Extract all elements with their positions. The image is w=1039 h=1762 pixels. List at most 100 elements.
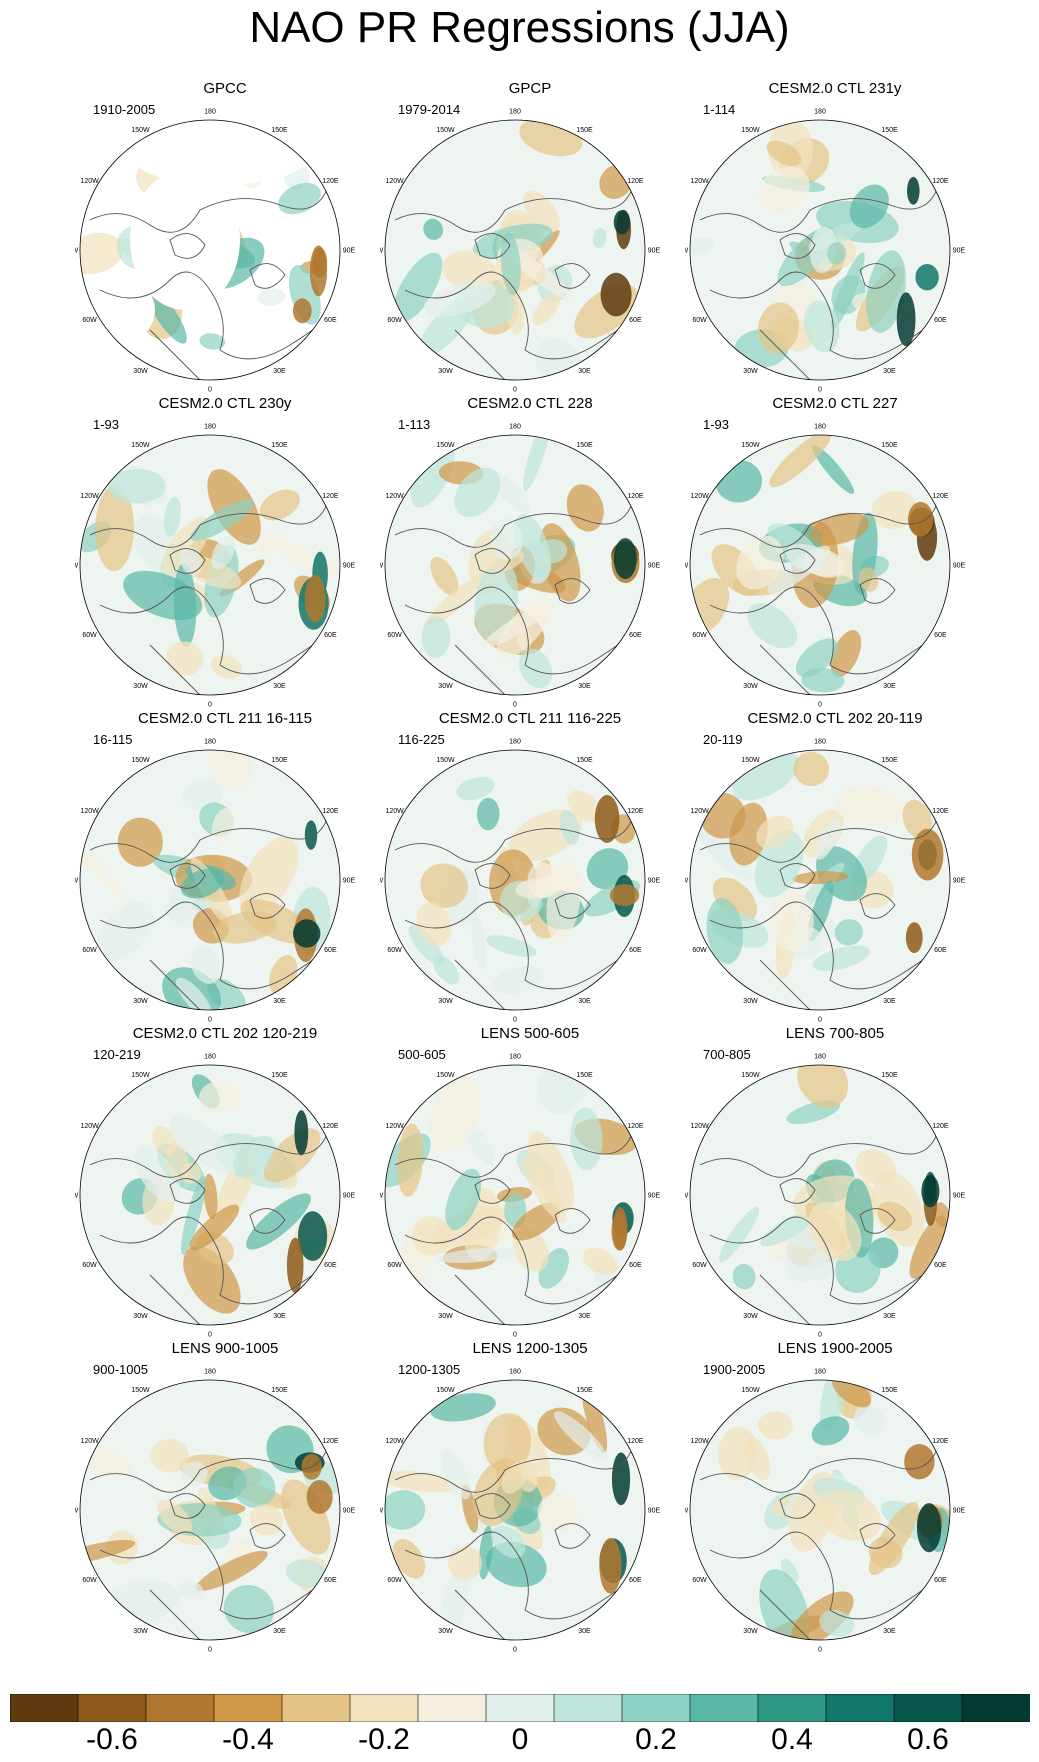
polar-map: 180 150E 120E 90E 60E 30E 0 30W 60W 90W 120W 150W <box>685 1369 966 1654</box>
longitude-label: 150E <box>881 1387 898 1394</box>
longitude-label: 60W <box>692 317 707 324</box>
longitude-label: 150E <box>576 1072 593 1079</box>
longitude-label: 90W <box>380 1508 384 1515</box>
polar-map: 180 150E 120E 90E 60E 30E 0 30W 60W 90W 120W 150W <box>685 1054 966 1339</box>
longitude-label: 90E <box>648 1193 661 1200</box>
map-panel: GPCP 1979-2014 180 150E 120E 90E 60E 30E 0 30W 60W… <box>380 80 680 400</box>
panel-title: CESM2.0 CTL 202 20-119 <box>747 710 923 727</box>
polar-map: 180 150E 120E 90E 60E 30E 0 30W 60W 90W 120W 150W <box>380 739 661 1024</box>
longitude-label: 90E <box>953 563 966 570</box>
longitude-label: 30E <box>273 1313 286 1320</box>
longitude-label: 150E <box>881 442 898 449</box>
longitude-label: 90W <box>685 248 689 255</box>
longitude-label: 0 <box>208 1647 212 1654</box>
colorbar-tick-label: 0.2 <box>635 1723 677 1756</box>
longitude-label: 180 <box>204 1054 216 1061</box>
longitude-label: 150E <box>881 127 898 134</box>
longitude-label: 0 <box>208 1017 212 1024</box>
longitude-label: 30W <box>133 368 148 375</box>
colorbar-swatch <box>213 1694 283 1722</box>
longitude-label: 120E <box>322 1438 339 1445</box>
map-panel: CESM2.0 CTL 231y 1-114 180 150E 120E 90E 60E 30… <box>685 80 985 400</box>
polar-map: 180 150E 120E 90E 60E 30E 0 30W 60W 90W 120W 150W <box>380 1369 661 1654</box>
longitude-label: 0 <box>513 387 517 394</box>
longitude-label: 60W <box>692 947 707 954</box>
longitude-label: 150W <box>436 1072 455 1079</box>
longitude-label: 30E <box>883 683 896 690</box>
longitude-label: 90W <box>75 248 79 255</box>
colorbar-swatch <box>961 1694 1030 1722</box>
longitude-label: 90E <box>648 878 661 885</box>
panel-period: 1-113 <box>398 417 431 432</box>
longitude-label: 30W <box>438 683 453 690</box>
longitude-label: 120E <box>932 1438 949 1445</box>
longitude-label: 60W <box>82 317 97 324</box>
panel-period: 1910-2005 <box>93 102 156 117</box>
colorbar-tick-label: -0.4 <box>222 1723 274 1756</box>
longitude-label: 120E <box>627 808 644 815</box>
longitude-label: 150E <box>271 1387 288 1394</box>
longitude-label: 120E <box>322 493 339 500</box>
panel-period: 20-119 <box>703 732 743 747</box>
map-panel: CESM2.0 CTL 211 16-115 16-115 180 150E 120E 9… <box>75 710 375 1030</box>
panel-period: 1900-2005 <box>703 1362 766 1377</box>
colorbar-swatch <box>281 1694 351 1722</box>
longitude-label: 30E <box>578 683 591 690</box>
panel-period: 500-605 <box>398 1047 446 1062</box>
longitude-label: 150E <box>576 127 593 134</box>
longitude-label: 90E <box>343 563 356 570</box>
longitude-label: 180 <box>204 1369 216 1376</box>
longitude-label: 180 <box>509 739 521 746</box>
longitude-label: 150E <box>271 442 288 449</box>
longitude-label: 0 <box>818 1647 822 1654</box>
panel-title: LENS 500-605 <box>480 1025 580 1042</box>
longitude-label: 30E <box>273 368 286 375</box>
colorbar-swatch <box>893 1694 963 1722</box>
longitude-label: 60E <box>934 1262 947 1269</box>
longitude-label: 120W <box>385 1438 404 1445</box>
longitude-label: 30E <box>883 998 896 1005</box>
panel-title: GPCP <box>508 80 552 97</box>
longitude-label: 180 <box>509 1054 521 1061</box>
longitude-label: 180 <box>814 1054 826 1061</box>
longitude-label: 30W <box>743 998 758 1005</box>
map-panel: CESM2.0 CTL 211 116-225 116-225 180 150E 120… <box>380 710 680 1030</box>
longitude-label: 120E <box>932 1123 949 1130</box>
panel-title: LENS 1900-2005 <box>777 1340 893 1357</box>
longitude-label: 60E <box>324 1262 337 1269</box>
longitude-label: 120W <box>80 493 99 500</box>
longitude-label: 0 <box>208 387 212 394</box>
longitude-label: 90E <box>343 248 356 255</box>
panel-period: 900-1005 <box>93 1362 148 1377</box>
longitude-label: 30W <box>438 1628 453 1635</box>
longitude-label: 60W <box>387 317 402 324</box>
panel-period: 1979-2014 <box>398 102 461 117</box>
longitude-label: 90E <box>953 1508 966 1515</box>
longitude-label: 60W <box>82 947 97 954</box>
longitude-label: 120E <box>627 1438 644 1445</box>
colorbar-swatch <box>417 1694 487 1722</box>
longitude-label: 30W <box>133 1313 148 1320</box>
polar-map: 180 150E 120E 90E 60E 30E 0 30W 60W 90W 120W 150W <box>75 739 356 1024</box>
longitude-label: 60E <box>934 632 947 639</box>
map-panel: LENS 1900-2005 1900-2005 180 150E 120E 90E 60E… <box>685 1340 985 1660</box>
longitude-label: 60W <box>82 1262 97 1269</box>
longitude-label: 60E <box>324 1577 337 1584</box>
longitude-label: 60E <box>324 947 337 954</box>
longitude-label: 90E <box>343 878 356 885</box>
longitude-label: 60E <box>324 317 337 324</box>
longitude-label: 150W <box>131 1387 150 1394</box>
longitude-label: 120E <box>627 493 644 500</box>
longitude-label: 150E <box>271 757 288 764</box>
longitude-label: 150E <box>576 1387 593 1394</box>
longitude-label: 0 <box>513 1332 517 1339</box>
longitude-label: 60W <box>82 1577 97 1584</box>
panel-period: 1-93 <box>93 417 120 432</box>
longitude-label: 60E <box>629 1577 642 1584</box>
longitude-label: 30E <box>578 1313 591 1320</box>
panel-period: 1-114 <box>703 102 736 117</box>
polar-map: 180 150E 120E 90E 60E 30E 0 30W 60W 90W 120W 150W <box>380 109 661 394</box>
longitude-label: 60E <box>629 1262 642 1269</box>
longitude-label: 90W <box>685 878 689 885</box>
longitude-label: 30W <box>743 368 758 375</box>
